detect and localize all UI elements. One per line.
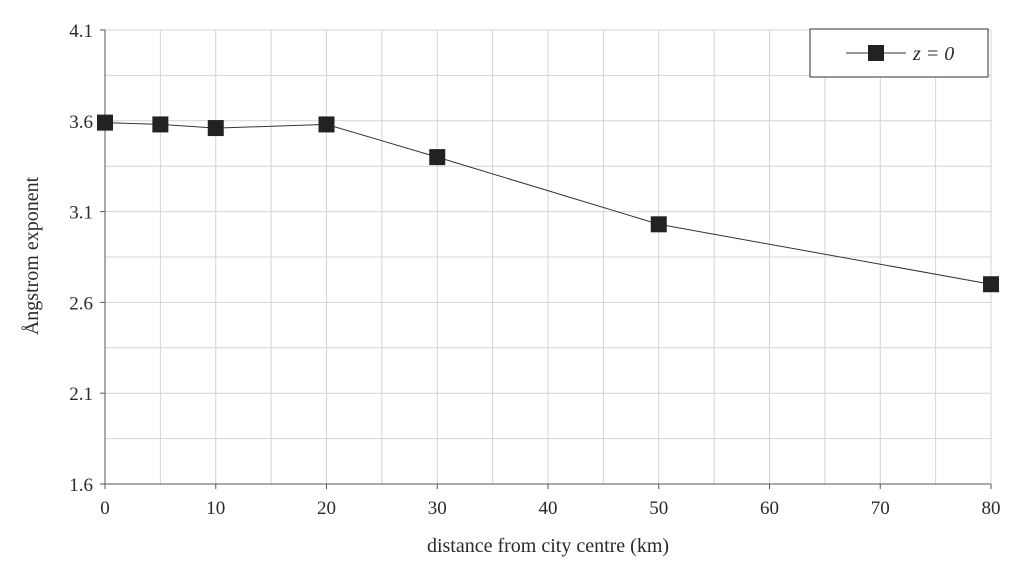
- tick-labels: 0 10 20 30 40 50 60 70 80 1.6 2.1 2.6 3.1 3.6 4.1: [69, 21, 1000, 519]
- x-tick-label: 10: [206, 498, 225, 519]
- x-tick-label: 40: [539, 498, 558, 519]
- series-layer: [97, 114, 999, 293]
- y-tick-label: 3.6: [69, 112, 93, 133]
- data-point: [650, 216, 667, 233]
- data-point: [983, 276, 999, 293]
- x-tick-label: 70: [871, 498, 890, 519]
- legend: z = 0: [809, 28, 989, 78]
- x-tick-label: 20: [317, 498, 336, 519]
- data-point: [97, 114, 113, 131]
- x-tick-label: 50: [649, 498, 668, 519]
- x-tick-label: 80: [982, 498, 1001, 519]
- x-tick-label: 30: [428, 498, 447, 519]
- y-tick-label: 3.1: [69, 203, 93, 224]
- x-tick-label: 0: [100, 498, 110, 519]
- y-tick-label: 2.6: [69, 293, 93, 314]
- axes: [100, 29, 992, 489]
- data-point: [318, 116, 335, 133]
- data-point: [207, 120, 224, 137]
- data-point: [429, 149, 446, 166]
- data-point: [152, 116, 169, 133]
- legend-label: z = 0: [912, 43, 954, 65]
- y-tick-label: 2.1: [69, 384, 93, 405]
- y-axis-label: Ångstrom exponent: [21, 176, 43, 335]
- y-tick-label: 4.1: [69, 21, 93, 42]
- legend-marker: [868, 45, 884, 61]
- x-tick-label: 60: [760, 498, 779, 519]
- grid: [105, 29, 992, 484]
- x-axis-label: distance from city centre (km): [427, 535, 669, 557]
- y-tick-label: 1.6: [69, 475, 93, 496]
